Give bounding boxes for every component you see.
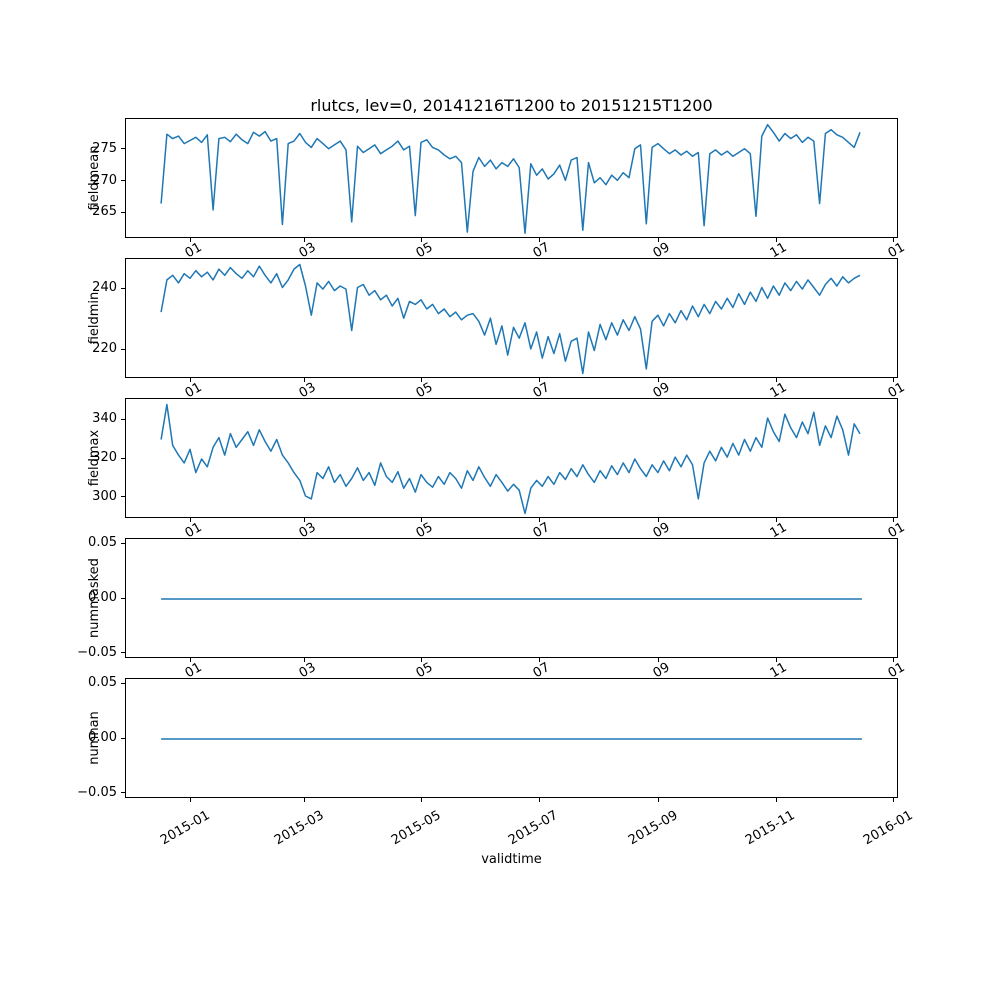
x-tick-mark [775, 238, 777, 242]
y-tick-label: 240 [92, 280, 117, 296]
x-tick-mark [304, 518, 306, 522]
series-line-fieldmin [160, 263, 861, 375]
x-tick-mark [421, 798, 423, 802]
y-tick-mark [121, 682, 125, 684]
series-line-fieldmean [160, 123, 861, 235]
x-axis-label: validtime [481, 852, 542, 867]
y-tick-mark [121, 792, 125, 794]
x-tick-mark [658, 238, 660, 242]
x-tick-mark [658, 378, 660, 382]
x-tick-mark [658, 518, 660, 522]
x-tick-mark [893, 238, 895, 242]
plot-area-numnan [161, 738, 862, 740]
x-tick-mark [775, 378, 777, 382]
plot-area-nummasked [161, 598, 862, 600]
plot-area-fieldmin [160, 263, 861, 375]
y-tick-mark [121, 737, 125, 739]
x-tick-mark [893, 378, 895, 382]
x-tick-mark [304, 658, 306, 662]
subplot-numnan [125, 678, 898, 798]
x-tick-mark [421, 378, 423, 382]
x-tick-mark [538, 378, 540, 382]
y-tick-mark [121, 211, 125, 213]
x-tick-mark [421, 658, 423, 662]
ylabel-fieldmin: fieldmin [87, 291, 102, 345]
y-tick-mark [121, 348, 125, 350]
x-tick-mark [658, 658, 660, 662]
x-tick-mark [304, 238, 306, 242]
x-tick-mark [190, 238, 192, 242]
subplot-fieldmean [125, 118, 898, 238]
y-tick-label: −0.05 [77, 784, 117, 800]
y-tick-mark [121, 652, 125, 654]
subplot-fieldmax [125, 398, 898, 518]
x-tick-mark [190, 798, 192, 802]
x-tick-mark [538, 518, 540, 522]
plot-area-fieldmean [160, 123, 861, 235]
y-tick-mark [121, 180, 125, 182]
y-tick-label: −0.05 [77, 644, 117, 660]
x-tick-mark [775, 658, 777, 662]
x-tick-mark [775, 518, 777, 522]
y-tick-mark [121, 148, 125, 150]
x-tick-mark [190, 518, 192, 522]
y-tick-label: 0.05 [88, 675, 117, 691]
chart-title: rlutcs, lev=0, 20141216T1200 to 20151215… [310, 96, 713, 115]
subplot-nummasked [125, 538, 898, 658]
y-tick-mark [121, 597, 125, 599]
x-tick-mark [538, 798, 540, 802]
x-tick-mark [421, 518, 423, 522]
y-tick-label: 300 [92, 488, 117, 504]
y-tick-label: 0.00 [88, 590, 117, 605]
y-tick-label: 340 [92, 411, 117, 427]
subplot-fieldmin [125, 258, 898, 378]
x-tick-mark [893, 798, 895, 802]
x-tick-mark [304, 378, 306, 382]
x-tick-mark [421, 238, 423, 242]
x-tick-mark [304, 798, 306, 802]
x-tick-mark [893, 658, 895, 662]
x-tick-mark [538, 238, 540, 242]
x-tick-mark [190, 378, 192, 382]
y-tick-mark [121, 287, 125, 289]
series-line-fieldmax [160, 403, 861, 515]
x-tick-mark [893, 518, 895, 522]
x-tick-mark [775, 798, 777, 802]
x-tick-mark [190, 658, 192, 662]
y-tick-label: 275 [92, 140, 117, 156]
plot-area-fieldmax [160, 403, 861, 515]
y-tick-label: 270 [92, 172, 117, 188]
y-tick-label: 0.00 [88, 730, 117, 745]
y-tick-mark [121, 418, 125, 420]
y-tick-mark [121, 457, 125, 459]
x-tick-mark [658, 798, 660, 802]
y-tick-label: 0.05 [88, 535, 117, 551]
y-tick-mark [121, 542, 125, 544]
y-tick-label: 265 [92, 204, 117, 220]
x-tick-mark [538, 658, 540, 662]
y-tick-label: 320 [92, 450, 117, 465]
y-tick-mark [121, 496, 125, 498]
y-tick-label: 220 [92, 341, 117, 357]
